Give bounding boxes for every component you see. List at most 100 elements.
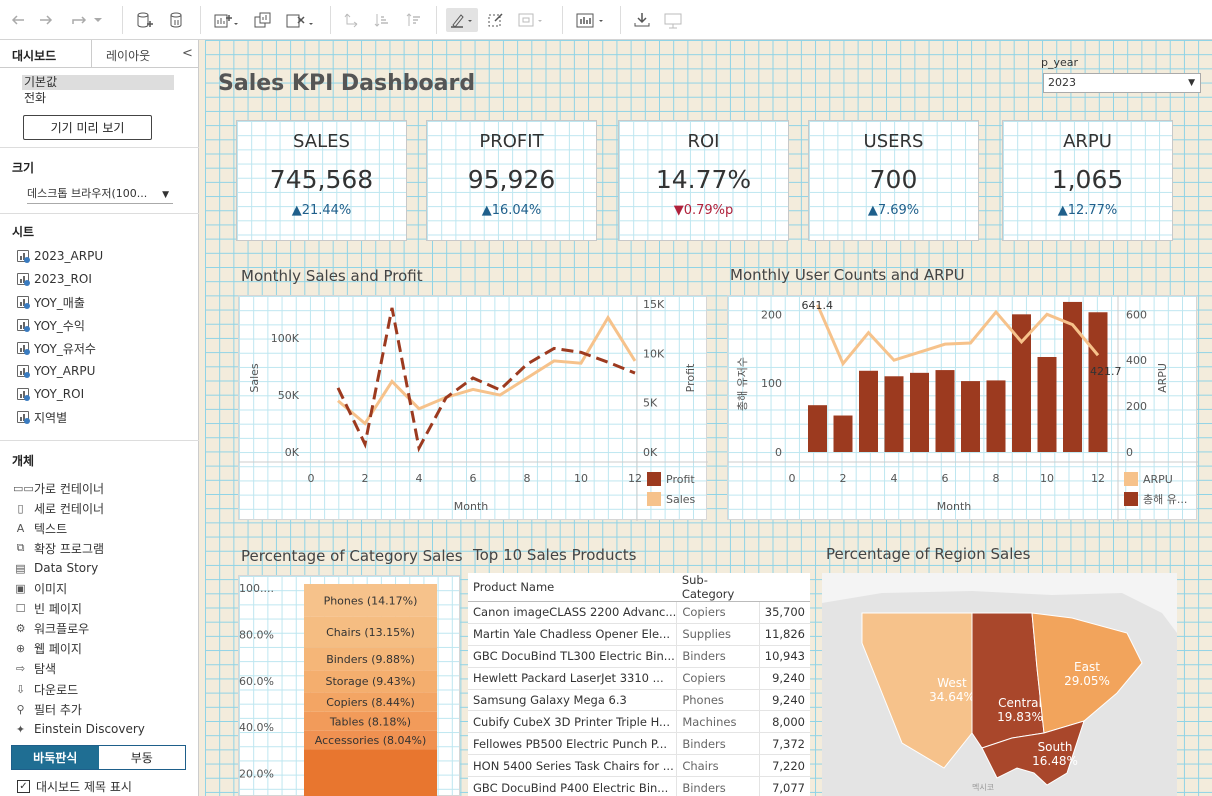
device-preview-button[interactable]: 기기 미리 보기 (23, 115, 152, 140)
object-item[interactable]: ▭▭ 가로 컨테이너 (13, 479, 104, 497)
worksheet-icon (17, 318, 31, 332)
object-item[interactable]: ⚲ 필터 추가 (13, 700, 82, 718)
object-item[interactable]: A 텍스트 (13, 519, 67, 537)
table-row[interactable]: Hewlett Packard LaserJet 3310 ... Copiers… (468, 667, 810, 690)
highlight-icon[interactable] (446, 8, 478, 32)
y2-axis-label: Profit (684, 363, 697, 392)
kpi-value: 95,926 (467, 165, 556, 194)
object-item[interactable]: ✦ Einstein Discovery (13, 720, 145, 738)
new-data-source-icon[interactable] (134, 8, 156, 32)
back-icon[interactable] (8, 8, 28, 32)
sort-desc-icon[interactable] (404, 8, 424, 32)
region-east (1031, 612, 1143, 734)
show-me-icon[interactable] (574, 8, 608, 32)
table-row[interactable]: GBC DocuBind TL300 Electric Bin... Binder… (468, 645, 810, 668)
duplicate-icon[interactable] (252, 8, 274, 32)
bar (935, 370, 955, 452)
monthly-users-chart[interactable]: 0 100 200 0 200 400 600 0 2 4 6 8 10 12 Month 총해 유저수 ARP… (727, 295, 1198, 521)
sales-cell: 9,240 (758, 689, 810, 712)
object-item[interactable]: ▤ Data Story (13, 559, 98, 577)
x-axis-label: Month (454, 500, 489, 513)
x-tick-label: 8 (524, 472, 531, 485)
tiled-floating-toggle: 바둑판식 부동 (11, 745, 186, 770)
object-item[interactable]: ⚙ 워크플로우 (13, 620, 90, 638)
object-item[interactable]: ⧉ 확장 프로그램 (13, 539, 105, 557)
top10-table[interactable]: Product Name Sub-Category Canon imageCLA… (468, 573, 810, 796)
sheet-item[interactable]: YOY_ARPU (17, 362, 95, 380)
category-chart[interactable]: 100.... 80.0% 60.0% 40.0% 20.0% Phones (14.17… (238, 575, 460, 796)
table-row[interactable]: Martin Yale Chadless Opener Ele... Suppli… (468, 623, 810, 646)
x-tick-label: 12 (628, 472, 642, 485)
monthly-sales-chart[interactable]: 0K 50K 100K 0K 5K 10K 15K 0 2 4 6 8 10 12 Month Sales Pr… (238, 295, 708, 521)
object-item[interactable]: ▯ 세로 컨테이너 (13, 499, 104, 517)
kpi-card[interactable]: ROI 14.77% ▼0.79%p (618, 120, 789, 241)
object-item[interactable]: ⇨ 탐색 (13, 660, 56, 678)
format-icon[interactable] (486, 8, 506, 32)
table-row[interactable]: Samsung Galaxy Mega 6.3 Phones 9,240 (468, 689, 810, 712)
category-segment-rest (304, 749, 437, 796)
worksheet-icon (17, 341, 31, 355)
y2-tick-label: 15K (643, 298, 665, 311)
arpu-line (816, 304, 1100, 367)
column-header[interactable] (759, 573, 810, 602)
sheet-item[interactable]: 지역별 (17, 408, 67, 426)
object-item[interactable]: ⊕ 웹 페이지 (13, 640, 82, 658)
column-header[interactable]: Sub-Category (676, 573, 760, 602)
legend-label: ARPU (1143, 473, 1173, 486)
sheet-item[interactable]: 2023_ARPU (17, 247, 103, 265)
sheet-item[interactable]: YOY_매출 (17, 293, 85, 311)
device-default[interactable]: 기본값 (22, 75, 174, 90)
forward-icon[interactable] (36, 8, 56, 32)
region-map[interactable]: West 34.64% Central 19.83% East 29.05% South 16… (822, 573, 1177, 796)
table-row[interactable]: HON 5400 Series Task Chairs for ... Chair… (468, 754, 810, 778)
sheet-item[interactable]: YOY_수익 (17, 316, 85, 334)
segment-label: Copiers (8.44%) (326, 696, 415, 709)
pause-update-icon[interactable] (166, 8, 188, 32)
table-row[interactable]: Fellowes PB500 Electric Punch P... Binder… (468, 732, 810, 756)
object-item[interactable]: ▣ 이미지 (13, 580, 67, 598)
tab-dashboard[interactable]: 대시보드 (12, 49, 57, 63)
object-label: 워크플로우 (34, 622, 90, 637)
x-tick-label: 4 (891, 472, 898, 485)
kpi-card[interactable]: SALES 745,568 ▲21.44% (236, 120, 407, 241)
checkbox[interactable]: ✓ (17, 780, 30, 793)
device-phone[interactable]: 전화 (24, 91, 47, 105)
floating-button[interactable]: 부동 (98, 746, 185, 769)
subcategory-cell: Chairs (676, 754, 760, 778)
sheet-item[interactable]: YOY_유저수 (17, 339, 96, 357)
sheet-item[interactable]: 2023_ROI (17, 270, 92, 288)
bar (986, 380, 1006, 452)
kpi-card[interactable]: ARPU 1,065 ▲12.77% (1002, 120, 1173, 241)
presentation-icon[interactable] (662, 8, 684, 32)
fit-icon[interactable] (516, 8, 548, 32)
tab-layout[interactable]: 레이아웃 (106, 49, 151, 63)
year-parameter-dropdown[interactable]: 2023 ▼ (1043, 73, 1201, 93)
tiled-button[interactable]: 바둑판식 (12, 746, 99, 769)
collapse-panel-icon[interactable]: < (182, 46, 193, 61)
x-tick-label: 6 (942, 472, 949, 485)
new-worksheet-icon[interactable] (212, 8, 240, 32)
object-item[interactable]: ☐ 빈 페이지 (13, 600, 82, 618)
kpi-card[interactable]: USERS 700 ▲7.69% (808, 120, 979, 241)
sort-asc-icon[interactable] (372, 8, 392, 32)
table-row[interactable]: Canon imageCLASS 2200 Advanc... Copiers 35… (468, 601, 810, 624)
column-header[interactable]: Product Name (468, 573, 677, 602)
x-tick-label: 4 (416, 472, 423, 485)
table-row[interactable]: Cubify CubeX 3D Printer Triple H... Machi… (468, 710, 810, 734)
monthly-users-title: Monthly User Counts and ARPU (730, 266, 965, 284)
kpi-card[interactable]: PROFIT 95,926 ▲16.04% (426, 120, 597, 241)
show-dashboard-title[interactable]: ✓ 대시보드 제목 표시 (17, 778, 132, 795)
kpi-value: 1,065 (1051, 165, 1124, 194)
product-name-cell: Samsung Galaxy Mega 6.3 (468, 689, 677, 712)
size-dropdown[interactable]: 데스크톱 브라우저(100... ▼ (27, 186, 173, 204)
extension-icon: ⧉ (16, 541, 25, 555)
swap-icon[interactable] (342, 8, 362, 32)
y-tick-label: 20.0% (239, 768, 274, 781)
table-row[interactable]: GBC DocuBind P400 Electric Bin... Binders… (468, 776, 810, 796)
download-icon[interactable] (632, 8, 652, 32)
object-label: 웹 페이지 (34, 642, 82, 657)
sheet-item[interactable]: YOY_ROI (17, 385, 84, 403)
object-item[interactable]: ⇩ 다운로드 (13, 680, 78, 698)
clear-sheet-icon[interactable] (284, 8, 316, 32)
redo-icon[interactable] (64, 8, 110, 32)
